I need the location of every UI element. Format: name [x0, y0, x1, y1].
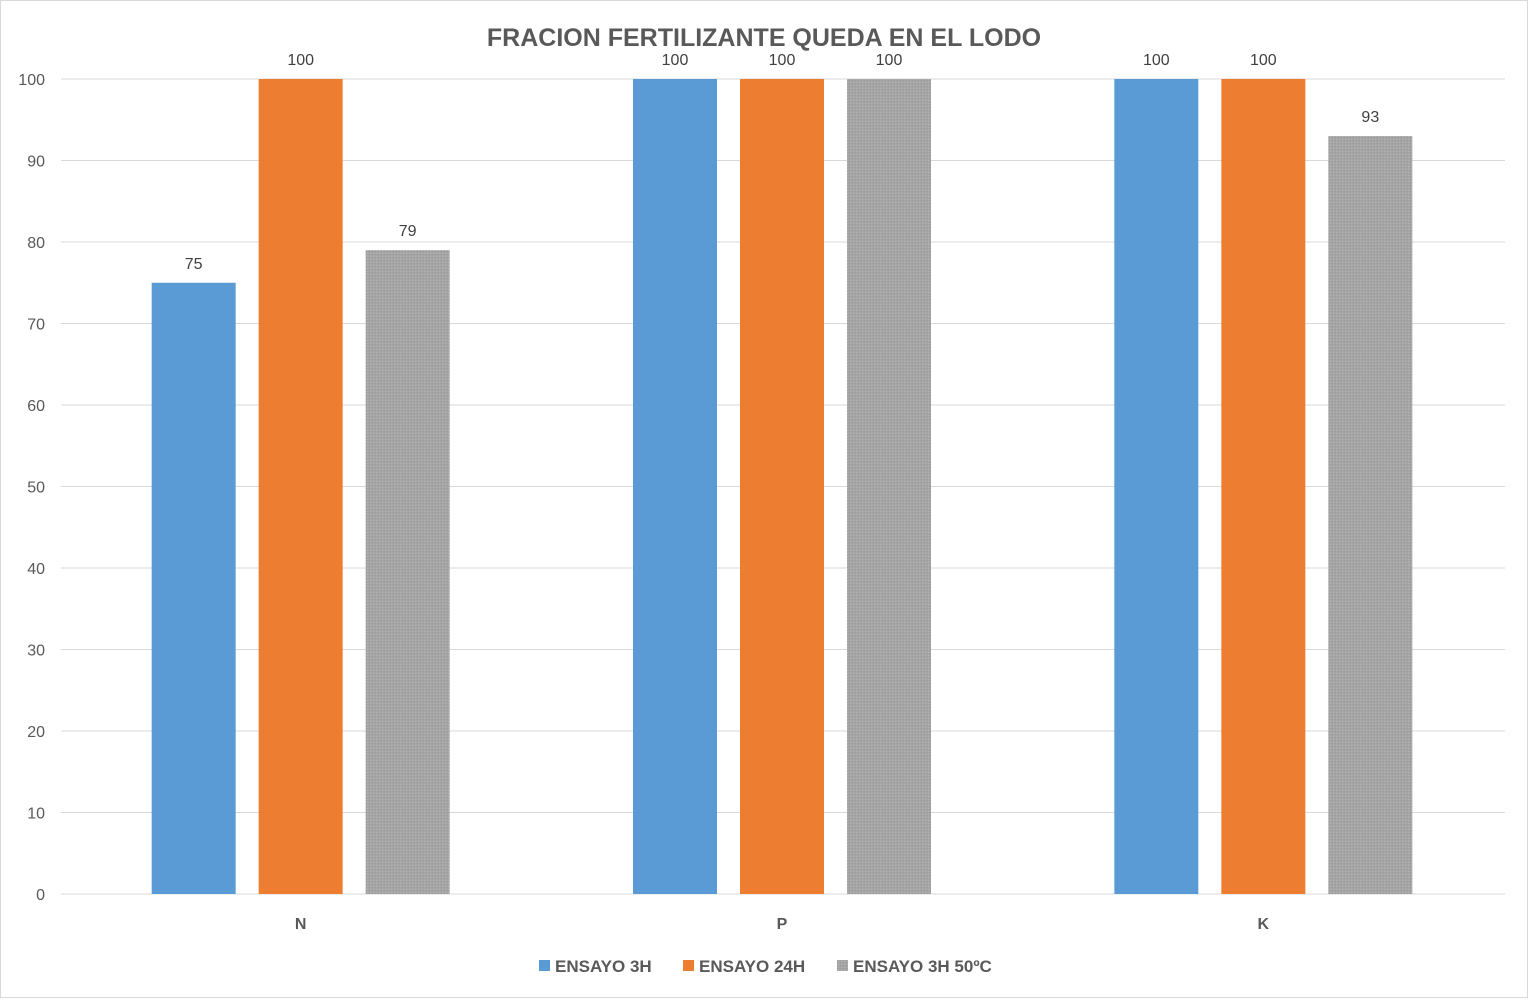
- legend-swatch: [683, 960, 694, 971]
- data-label: 100: [1143, 52, 1170, 69]
- y-tick-label: 0: [36, 887, 45, 904]
- bar-ensayo-3h-50-c-n: [365, 250, 450, 894]
- bar-ensayo-24h-p: [740, 79, 824, 894]
- y-tick-label: 20: [27, 724, 45, 741]
- bar-ensayo-24h-n: [258, 79, 343, 894]
- y-tick-label: 70: [27, 317, 45, 334]
- y-tick-label: 10: [27, 806, 45, 823]
- x-tick-label: P: [777, 916, 788, 933]
- bar-ensayo-3h-n: [151, 282, 236, 894]
- y-tick-label: 90: [27, 154, 45, 171]
- y-tick-label: 60: [27, 398, 45, 415]
- legend-label: ENSAYO 24H: [699, 957, 805, 976]
- legend-swatch: [539, 960, 550, 971]
- x-tick-label: N: [295, 916, 307, 933]
- legend-label: ENSAYO 3H: [555, 957, 652, 976]
- y-tick-label: 50: [27, 480, 45, 497]
- x-tick-label: K: [1258, 916, 1270, 933]
- bar-ensayo-3h-k: [1114, 79, 1199, 894]
- data-label: 79: [399, 223, 417, 240]
- bar-ensayo-3h-p: [633, 79, 717, 894]
- data-label: 100: [662, 52, 689, 69]
- data-label: 75: [185, 256, 203, 273]
- data-label: 100: [1250, 52, 1277, 69]
- data-label: 93: [1361, 109, 1379, 126]
- legend-label: ENSAYO 3H 50ºC: [853, 957, 992, 976]
- data-label: 100: [287, 52, 314, 69]
- data-label: 100: [876, 52, 903, 69]
- y-tick-label: 100: [18, 72, 45, 89]
- y-tick-label: 40: [27, 561, 45, 578]
- bar-ensayo-3h-50-c-k: [1328, 136, 1413, 895]
- y-tick-label: 30: [27, 643, 45, 660]
- data-label: 100: [769, 52, 796, 69]
- bar-ensayo-24h-k: [1221, 79, 1306, 894]
- bar-ensayo-3h-50-c-p: [847, 79, 931, 894]
- y-tick-label: 80: [27, 235, 45, 252]
- chart-title: FRACION FERTILIZANTE QUEDA EN EL LODO: [487, 24, 1041, 52]
- legend-swatch: [837, 960, 848, 971]
